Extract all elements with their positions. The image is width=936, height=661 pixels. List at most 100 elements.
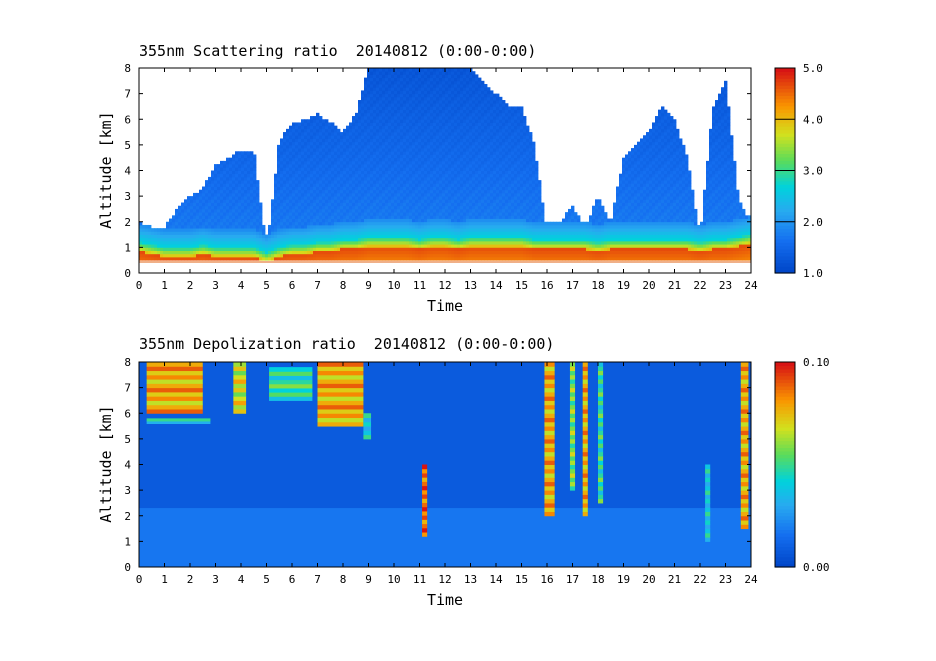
scattering-cell [484,103,488,107]
scattering-cell [427,228,431,232]
scattering-cell [358,141,362,146]
scattering-cell [454,215,458,219]
scattering-cell [409,212,413,216]
scattering-cell [337,186,341,191]
scattering-cell [403,148,407,152]
scattering-cell [388,144,392,149]
scattering-cell [373,167,377,171]
scattering-cell [328,192,332,197]
scattering-cell [310,202,314,207]
scattering-cell [499,250,503,255]
scattering-cell [274,183,278,187]
scattering-cell [427,100,431,104]
scattering-cell [421,173,425,178]
scattering-cell [313,180,317,184]
scattering-cell [364,116,368,120]
scattering-cell [334,215,338,219]
scattering-cell [421,68,425,72]
scattering-cell [400,125,404,130]
scattering-cell [430,237,434,242]
scattering-cell [391,160,395,165]
scattering-cell [316,212,320,216]
scattering-cell [271,253,275,258]
scattering-cell [226,202,230,207]
scattering-cell [364,93,368,98]
scattering-cell [427,103,431,107]
scattering-cell [394,80,398,85]
scattering-cell [478,93,482,98]
scattering-cell [409,138,413,143]
scattering-cell [457,224,461,229]
scattering-cell [394,93,398,98]
scattering-cell [475,74,479,79]
scattering-cell [427,154,431,159]
scattering-cell [418,186,422,191]
scattering-cell [385,84,389,88]
scattering-cell [334,212,338,216]
scattering-cell [382,157,386,162]
scattering-cell [190,215,194,219]
scattering-cell [256,247,260,251]
scattering-cell [448,256,452,261]
scattering-cell [445,240,449,245]
scattering-cell [499,167,503,171]
scattering-cell [358,231,362,235]
scattering-cell [256,212,260,216]
scattering-cell [316,237,320,242]
scattering-cell [391,154,395,159]
scattering-cell [247,221,251,226]
scattering-cell [253,202,257,207]
scattering-cell [244,173,248,178]
scattering-cell [397,148,401,152]
scattering-cell [190,244,194,248]
scattering-cell [226,208,230,213]
scattering-cell [442,122,446,127]
scattering-cell [433,141,437,146]
scattering-cell [316,135,320,139]
scattering-cell [391,167,395,171]
scattering-cell [349,144,353,149]
scattering-cell [367,119,371,123]
scattering-cell [367,167,371,171]
scattering-cell [364,151,368,155]
scattering-cell [214,247,218,251]
scattering-cell [319,173,323,178]
scattering-cell [244,157,248,162]
scattering-cell [358,160,362,165]
scattering-cell [289,256,293,261]
scattering-cell [493,186,497,191]
scattering-cell [391,141,395,146]
scattering-cell [439,71,443,75]
scattering-cell [301,144,305,149]
scattering-cell [196,202,200,207]
scattering-cell [442,231,446,235]
scattering-cell [220,196,224,200]
scattering-cell [235,218,239,223]
scattering-cell [349,253,353,258]
scattering-cell [439,96,443,101]
scattering-cell [445,119,449,123]
scattering-cell [451,199,455,203]
scattering-cell [322,240,326,245]
scattering-cell [373,189,377,194]
scattering-cell [355,228,359,232]
scattering-cell [478,125,482,130]
scattering-cell [289,234,293,239]
scattering-cell [406,186,410,191]
scattering-cell [469,157,473,162]
scattering-cell [391,93,395,98]
scattering-cell [304,244,308,248]
scattering-cell [469,80,473,85]
scattering-cell [331,138,335,143]
scattering-cell [436,208,440,213]
scattering-cell [469,141,473,146]
scattering-cell [475,189,479,194]
scattering-cell [496,154,500,159]
scattering-cell [421,228,425,232]
scattering-cell [271,202,275,207]
scattering-cell [319,164,323,168]
scattering-cell [415,244,419,248]
scattering-cell [319,202,323,207]
scattering-cell [385,109,389,114]
scattering-cell [310,151,314,155]
